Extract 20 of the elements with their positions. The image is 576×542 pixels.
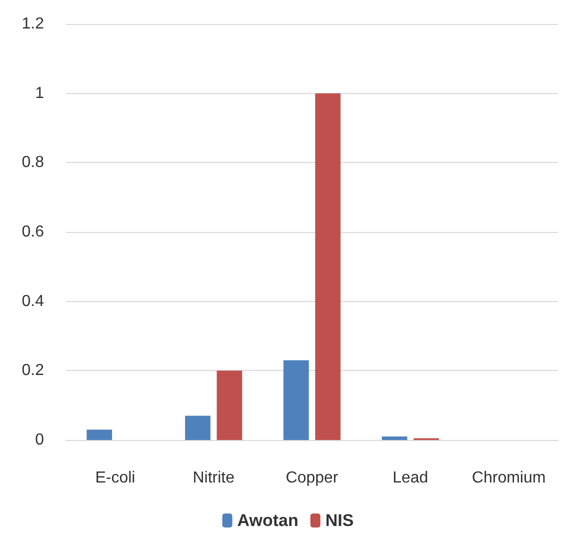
x-tick-label: Copper	[286, 470, 339, 486]
legend-label: Awotan	[237, 511, 298, 530]
bar	[216, 370, 242, 440]
y-tick-label: 1.2	[22, 16, 44, 32]
y-tick-label: 0	[35, 432, 44, 448]
y-tick-label: 0.4	[22, 292, 44, 310]
bar	[382, 436, 408, 440]
x-tick-label: Lead	[392, 470, 428, 486]
y-tick-label: 0.6	[22, 224, 44, 240]
bar	[283, 360, 309, 440]
x-tick-label: Nitrite	[192, 470, 235, 486]
bar	[315, 93, 341, 440]
y-tick-label: 1	[35, 84, 44, 102]
bar	[86, 430, 112, 440]
y-tick-label: 0.8	[22, 154, 44, 172]
x-tick-label: Chromium	[472, 470, 546, 486]
legend-label: NIS	[325, 511, 354, 530]
bar	[185, 416, 210, 440]
y-tick-label: 0.2	[22, 362, 44, 380]
x-tick-label: E-coli	[95, 470, 136, 486]
